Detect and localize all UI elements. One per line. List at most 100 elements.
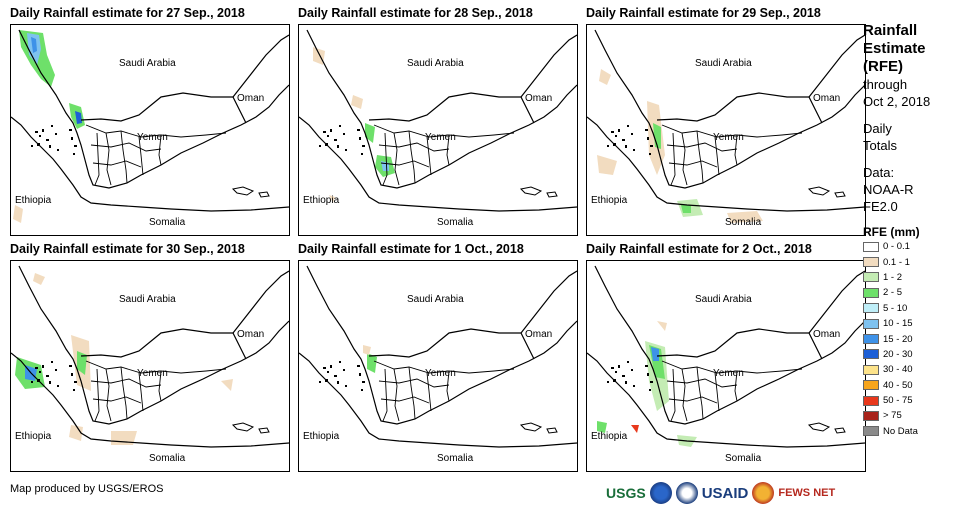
legend-item: 0.1 - 1 — [863, 254, 963, 269]
label-oman: Oman — [813, 329, 841, 340]
map-frame: Saudi Arabia Oman Yemen Ethiopia Somalia — [586, 260, 866, 472]
usaid-seal-icon — [675, 482, 698, 504]
legend: Rainfall Estimate (RFE) through Oct 2, 2… — [863, 22, 963, 439]
legend-through: through — [863, 77, 908, 92]
label-somalia: Somalia — [437, 217, 474, 228]
rainfall-map — [587, 29, 865, 223]
usgs-logo: USGS — [606, 485, 646, 501]
map-panel-27-sep: Daily Rainfall estimate for 27 Sep., 201… — [10, 6, 290, 242]
label-oman: Oman — [237, 93, 265, 104]
label-yemen: Yemen — [713, 132, 744, 143]
legend-label: 2 - 5 — [883, 287, 903, 299]
legend-label: 5 - 10 — [883, 302, 908, 314]
credit-text: Map produced by USGS/EROS — [10, 483, 164, 495]
legend-label: 20 - 30 — [883, 348, 913, 360]
legend-item: 1 - 2 — [863, 270, 963, 285]
label-ethiopia: Ethiopia — [15, 195, 52, 206]
legend-item: 0 - 0.1 — [863, 239, 963, 254]
rainfall-map — [299, 265, 577, 448]
rainfall-overlay — [13, 30, 85, 223]
legend-title: Rainfall Estimate (RFE) — [863, 22, 926, 75]
label-saudi-arabia: Saudi Arabia — [119, 294, 176, 305]
label-yemen: Yemen — [137, 368, 168, 379]
label-saudi-arabia: Saudi Arabia — [407, 58, 464, 69]
legend-swatch — [863, 426, 879, 437]
legend-swatch — [863, 287, 879, 298]
label-oman: Oman — [525, 329, 553, 340]
legend-label: > 75 — [883, 410, 902, 422]
legend-swatch — [863, 318, 879, 329]
rainfall-overlay — [597, 321, 697, 447]
legend-swatch — [863, 303, 879, 314]
legend-swatch — [863, 349, 879, 360]
fews-net-logo: FEWS NET — [778, 487, 836, 499]
legend-data-source: NOAA-RFE2.0 — [863, 182, 914, 214]
label-somalia: Somalia — [725, 217, 762, 228]
legend-data-label: Data: — [863, 165, 895, 180]
legend-label: 0.1 - 1 — [883, 256, 910, 268]
noaa-logo-icon — [649, 482, 672, 504]
panel-title: Daily Rainfall estimate for 30 Sep., 201… — [10, 242, 245, 256]
label-saudi-arabia: Saudi Arabia — [119, 58, 176, 69]
legend-classes: 0 - 0.1 0.1 - 1 1 - 2 2 - 5 5 - 10 10 - 15 15 … — [863, 239, 963, 439]
label-oman: Oman — [813, 93, 841, 104]
panel-title: Daily Rainfall estimate for 27 Sep., 201… — [10, 6, 245, 20]
legend-label: 1 - 2 — [883, 271, 903, 283]
map-panel-29-sep: Daily Rainfall estimate for 29 Sep., 201… — [586, 6, 866, 242]
label-ethiopia: Ethiopia — [591, 195, 628, 206]
legend-swatch — [863, 257, 879, 268]
legend-swatch — [863, 364, 879, 375]
legend-swatch — [863, 380, 879, 391]
panel-title: Daily Rainfall estimate for 29 Sep., 201… — [586, 6, 821, 20]
legend-swatch — [863, 395, 879, 406]
panel-title: Daily Rainfall estimate for 1 Oct., 2018 — [298, 242, 524, 256]
label-somalia: Somalia — [149, 453, 186, 464]
map-frame: Saudi Arabia Oman Yemen Ethiopia Somalia — [298, 260, 578, 472]
label-somalia: Somalia — [725, 453, 762, 464]
label-yemen: Yemen — [425, 368, 456, 379]
label-saudi-arabia: Saudi Arabia — [407, 294, 464, 305]
map-panel-2-oct: Daily Rainfall estimate for 2 Oct., 2018… — [586, 242, 866, 478]
legend-label: No Data — [883, 425, 918, 437]
map-frame: Saudi Arabia Oman Yemen Ethiopia Somalia — [10, 260, 290, 472]
legend-item: 10 - 15 — [863, 316, 963, 331]
legend-item: 15 - 20 — [863, 331, 963, 346]
legend-daily-totals: Daily Totals — [863, 121, 897, 153]
label-yemen: Yemen — [713, 368, 744, 379]
rainfall-overlay — [363, 345, 377, 373]
legend-label: 30 - 40 — [883, 364, 913, 376]
legend-label: 40 - 50 — [883, 379, 913, 391]
map-panel-1-oct: Daily Rainfall estimate for 1 Oct., 2018… — [298, 242, 578, 478]
legend-swatch — [863, 241, 879, 252]
map-frame: Saudi Arabia Oman Yemen Ethiopia Somalia — [586, 24, 866, 236]
label-ethiopia: Ethiopia — [303, 195, 340, 206]
legend-item: No Data — [863, 424, 963, 439]
fews-net-icon — [752, 482, 775, 504]
label-saudi-arabia: Saudi Arabia — [695, 294, 752, 305]
legend-swatch — [863, 410, 879, 421]
label-yemen: Yemen — [137, 132, 168, 143]
label-ethiopia: Ethiopia — [591, 431, 628, 442]
legend-item: 30 - 40 — [863, 362, 963, 377]
legend-label: 10 - 15 — [883, 318, 913, 330]
label-ethiopia: Ethiopia — [303, 431, 340, 442]
usaid-logo: USAID — [701, 484, 749, 502]
rainfall-overlay — [313, 47, 395, 203]
legend-date: Oct 2, 2018 — [863, 94, 931, 109]
legend-item: 20 - 30 — [863, 347, 963, 362]
legend-item: 50 - 75 — [863, 393, 963, 408]
map-panel-30-sep: Daily Rainfall estimate for 30 Sep., 201… — [10, 242, 290, 478]
legend-label: 0 - 0.1 — [883, 241, 910, 253]
legend-item: > 75 — [863, 408, 963, 423]
label-somalia: Somalia — [437, 453, 474, 464]
legend-label: 50 - 75 — [883, 395, 913, 407]
label-oman: Oman — [525, 93, 553, 104]
label-ethiopia: Ethiopia — [15, 431, 52, 442]
legend-rfe-title: RFE (mm) — [863, 225, 920, 239]
label-somalia: Somalia — [149, 217, 186, 228]
legend-item: 5 - 10 — [863, 301, 963, 316]
rainfall-map — [11, 29, 289, 223]
legend-swatch — [863, 272, 879, 283]
map-frame: Saudi Arabia Oman Yemen Ethiopia Somalia — [10, 24, 290, 236]
legend-item: 2 - 5 — [863, 285, 963, 300]
